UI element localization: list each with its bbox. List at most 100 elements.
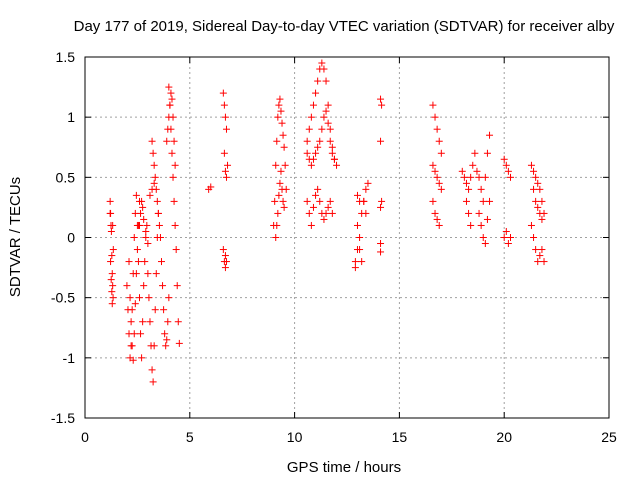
y-tick-label: -1	[63, 350, 76, 366]
data-point	[500, 234, 508, 241]
data-point	[162, 342, 170, 350]
data-point	[538, 246, 546, 254]
data-point	[137, 330, 145, 338]
data-point	[128, 306, 136, 314]
data-point	[314, 77, 322, 85]
data-point	[167, 89, 175, 97]
y-tick-label: 1	[67, 109, 75, 125]
data-point	[276, 179, 284, 187]
data-point	[303, 197, 311, 205]
data-point	[166, 101, 174, 109]
data-point	[356, 197, 364, 205]
x-tick-label: 10	[287, 429, 303, 445]
data-point	[316, 137, 324, 145]
data-point	[469, 161, 477, 169]
data-point	[353, 221, 361, 229]
data-point	[460, 173, 468, 181]
data-point	[219, 246, 227, 254]
data-point	[504, 167, 512, 175]
data-point	[467, 221, 475, 229]
x-tick-label: 15	[392, 429, 408, 445]
data-point	[145, 294, 153, 302]
data-point	[221, 264, 229, 272]
data-point	[164, 125, 172, 133]
data-point	[146, 318, 154, 326]
data-point	[534, 179, 542, 187]
data-point	[377, 203, 385, 211]
data-point	[473, 167, 481, 175]
data-point	[279, 131, 287, 139]
data-point	[362, 185, 370, 193]
data-point	[475, 209, 483, 217]
data-point	[271, 197, 279, 205]
data-point	[377, 95, 385, 103]
data-point	[312, 89, 320, 97]
data-point	[108, 252, 116, 260]
data-point	[139, 318, 147, 326]
data-point	[351, 264, 359, 272]
data-point	[130, 330, 138, 338]
data-point	[477, 221, 485, 229]
data-point	[320, 215, 328, 223]
data-point	[142, 234, 150, 241]
data-point	[467, 173, 475, 181]
data-point	[326, 197, 334, 205]
data-point	[322, 77, 330, 85]
data-point	[309, 155, 317, 163]
data-point	[106, 197, 114, 205]
data-point	[222, 173, 230, 181]
data-point	[527, 221, 535, 229]
data-point	[314, 143, 322, 151]
data-point	[358, 258, 366, 266]
data-point	[351, 258, 359, 266]
y-tick-labels: -1.5 -1 -0.5 0 0.5 1 1.5	[51, 49, 75, 426]
data-point	[540, 258, 548, 266]
data-point	[174, 318, 182, 326]
data-point	[486, 131, 494, 139]
data-point	[527, 161, 535, 169]
data-point	[127, 318, 135, 326]
data-point	[151, 306, 159, 314]
data-point	[107, 276, 115, 284]
data-point	[140, 282, 148, 290]
data-point	[314, 185, 322, 193]
data-point	[155, 221, 163, 229]
data-point	[320, 113, 328, 121]
data-point	[431, 209, 439, 217]
data-point	[303, 149, 311, 157]
data-point	[149, 378, 157, 386]
data-point	[160, 306, 168, 314]
data-point	[433, 173, 441, 181]
data-point	[138, 354, 146, 362]
data-point	[222, 258, 230, 266]
data-point	[172, 246, 180, 254]
data-point	[156, 234, 164, 241]
data-point	[279, 197, 287, 205]
data-point	[142, 227, 150, 235]
data-point	[108, 288, 116, 296]
data-point	[133, 246, 141, 254]
data-point	[483, 215, 491, 223]
data-point	[159, 282, 167, 290]
data-point	[324, 203, 332, 211]
data-point	[272, 161, 280, 169]
data-point	[312, 191, 320, 199]
data-point	[150, 161, 158, 169]
data-point	[322, 107, 330, 115]
data-point	[318, 59, 326, 67]
data-point	[106, 209, 114, 217]
data-point	[135, 294, 143, 302]
data-point	[532, 197, 540, 205]
data-points	[106, 59, 548, 386]
x-tick-label: 0	[81, 429, 89, 445]
data-point	[148, 185, 156, 193]
data-point	[431, 167, 439, 175]
data-point	[429, 161, 437, 169]
data-point	[125, 258, 133, 266]
data-point	[324, 119, 332, 127]
data-point	[328, 149, 336, 157]
data-point	[150, 342, 158, 350]
data-point	[479, 197, 487, 205]
data-point	[151, 173, 159, 181]
